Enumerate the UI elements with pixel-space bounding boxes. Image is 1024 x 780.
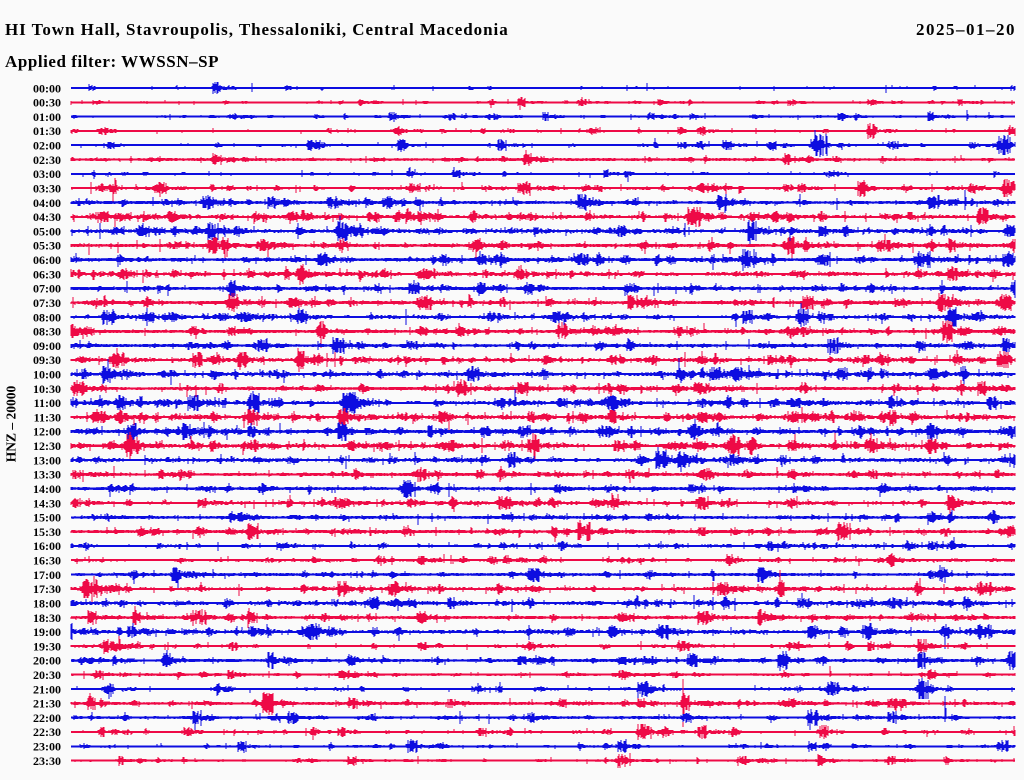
svg-text:02:30: 02:30 xyxy=(33,153,61,167)
svg-text:20:00: 20:00 xyxy=(33,654,61,668)
svg-text:04:30: 04:30 xyxy=(33,210,61,224)
svg-text:13:30: 13:30 xyxy=(33,468,61,482)
svg-text:Applied filter: WWSSN–SP: Applied filter: WWSSN–SP xyxy=(5,52,219,71)
svg-text:00:00: 00:00 xyxy=(33,81,61,95)
svg-text:23:30: 23:30 xyxy=(33,754,61,768)
svg-text:08:30: 08:30 xyxy=(33,325,61,339)
svg-text:19:00: 19:00 xyxy=(33,625,61,639)
svg-text:03:00: 03:00 xyxy=(33,167,61,181)
svg-text:10:30: 10:30 xyxy=(33,382,61,396)
svg-text:09:30: 09:30 xyxy=(33,353,61,367)
svg-text:22:30: 22:30 xyxy=(33,725,61,739)
svg-text:20:30: 20:30 xyxy=(33,668,61,682)
svg-text:06:00: 06:00 xyxy=(33,253,61,267)
svg-text:17:00: 17:00 xyxy=(33,568,61,582)
svg-text:01:00: 01:00 xyxy=(33,110,61,124)
svg-text:16:30: 16:30 xyxy=(33,554,61,568)
svg-text:18:30: 18:30 xyxy=(33,611,61,625)
svg-text:21:00: 21:00 xyxy=(33,682,61,696)
svg-text:15:30: 15:30 xyxy=(33,525,61,539)
svg-text:18:00: 18:00 xyxy=(33,597,61,611)
svg-text:03:30: 03:30 xyxy=(33,182,61,196)
svg-text:04:00: 04:00 xyxy=(33,196,61,210)
svg-text:HI Town Hall, Stavroupolis, Th: HI Town Hall, Stavroupolis, Thessaloniki… xyxy=(5,20,509,39)
svg-text:15:00: 15:00 xyxy=(33,511,61,525)
svg-text:08:00: 08:00 xyxy=(33,310,61,324)
svg-text:12:00: 12:00 xyxy=(33,425,61,439)
svg-text:05:30: 05:30 xyxy=(33,239,61,253)
svg-text:02:00: 02:00 xyxy=(33,139,61,153)
svg-text:07:00: 07:00 xyxy=(33,282,61,296)
svg-text:13:00: 13:00 xyxy=(33,453,61,467)
svg-text:05:00: 05:00 xyxy=(33,224,61,238)
svg-text:11:00: 11:00 xyxy=(34,396,61,410)
svg-text:21:30: 21:30 xyxy=(33,697,61,711)
svg-text:17:30: 17:30 xyxy=(33,582,61,596)
svg-text:19:30: 19:30 xyxy=(33,639,61,653)
svg-text:2025–01–20: 2025–01–20 xyxy=(916,20,1016,39)
svg-text:00:30: 00:30 xyxy=(33,96,61,110)
svg-text:11:30: 11:30 xyxy=(34,410,61,424)
svg-text:16:00: 16:00 xyxy=(33,539,61,553)
svg-text:HNZ – 20000: HNZ – 20000 xyxy=(4,386,19,463)
svg-text:07:30: 07:30 xyxy=(33,296,61,310)
svg-text:12:30: 12:30 xyxy=(33,439,61,453)
svg-text:09:00: 09:00 xyxy=(33,339,61,353)
svg-text:01:30: 01:30 xyxy=(33,124,61,138)
svg-text:22:00: 22:00 xyxy=(33,711,61,725)
svg-text:23:00: 23:00 xyxy=(33,740,61,754)
svg-text:14:00: 14:00 xyxy=(33,482,61,496)
svg-text:06:30: 06:30 xyxy=(33,267,61,281)
svg-text:10:00: 10:00 xyxy=(33,368,61,382)
svg-text:14:30: 14:30 xyxy=(33,496,61,510)
